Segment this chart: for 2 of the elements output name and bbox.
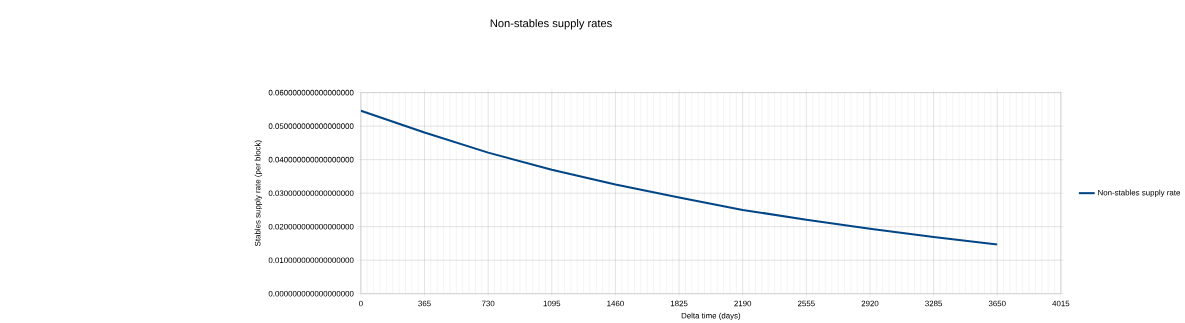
line-series <box>360 109 999 246</box>
chart-title: Non-stables supply rates <box>490 18 612 30</box>
